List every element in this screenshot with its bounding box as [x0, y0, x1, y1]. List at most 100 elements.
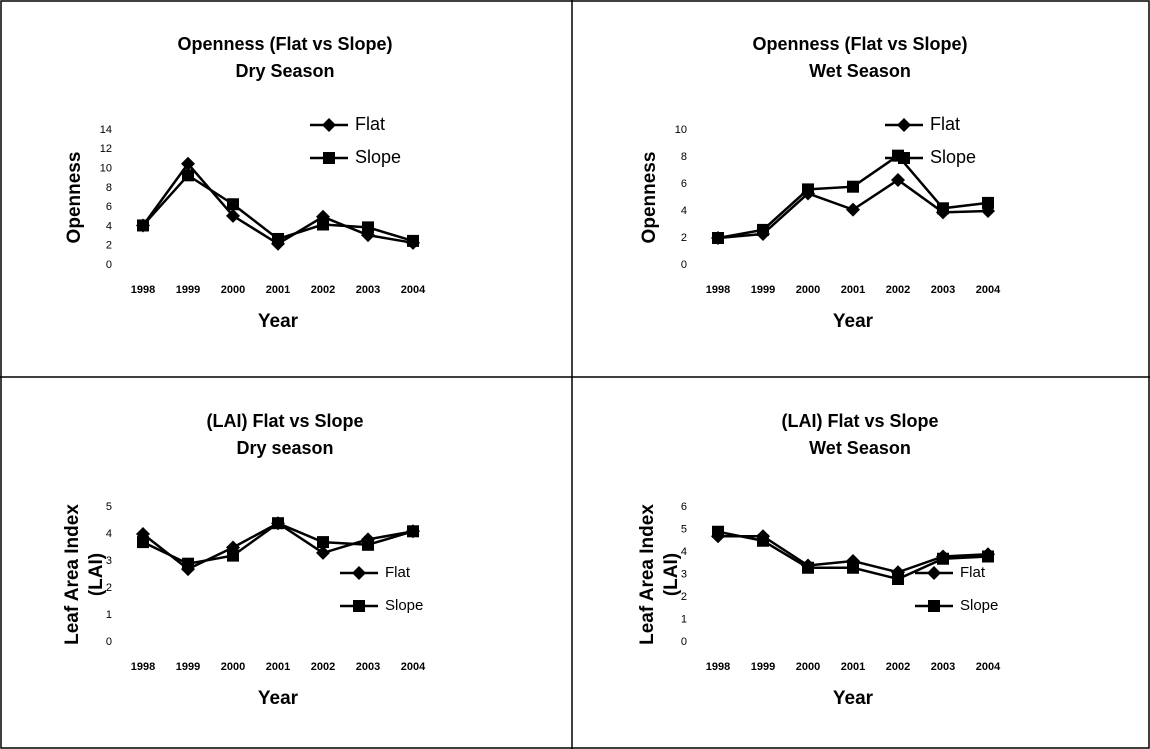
marker	[227, 198, 239, 211]
x-tick-label: 2003	[356, 284, 380, 296]
marker	[137, 536, 149, 549]
marker	[407, 525, 419, 538]
y-tick-label: 0	[106, 259, 112, 271]
y-axis-label: (LAI)	[661, 553, 682, 596]
y-tick-label: 1	[681, 613, 687, 625]
marker	[898, 152, 910, 164]
x-tick-label: 1998	[131, 661, 155, 673]
x-tick-label: 1999	[176, 661, 200, 673]
marker	[846, 202, 860, 217]
legend-label: Slope	[385, 597, 423, 614]
chart-title: Openness (Flat vs Slope)	[177, 34, 392, 54]
y-tick-label: 4	[681, 546, 687, 558]
y-tick-label: 3	[106, 555, 112, 567]
x-tick-label: 2004	[401, 284, 426, 296]
x-tick-label: 2000	[221, 284, 245, 296]
y-axis-label: Openness	[639, 152, 660, 244]
marker	[712, 525, 724, 538]
x-tick-label: 2002	[311, 284, 335, 296]
y-tick-label: 0	[681, 636, 687, 648]
marker	[322, 118, 336, 132]
chart-subtitle: Wet Season	[809, 438, 911, 458]
y-tick-label: 10	[675, 124, 687, 136]
marker	[272, 517, 284, 530]
marker	[802, 183, 814, 196]
y-axis-label: Leaf Area Index	[62, 504, 83, 645]
y-tick-label: 2	[106, 582, 112, 594]
x-tick-label: 2001	[841, 661, 865, 673]
x-tick-label: 2001	[266, 284, 290, 296]
marker	[891, 172, 905, 187]
marker	[227, 549, 239, 562]
x-tick-label: 2004	[976, 284, 1001, 296]
marker	[317, 536, 329, 549]
legend-label: Slope	[355, 147, 401, 167]
legend-label: Flat	[355, 114, 385, 134]
y-tick-label: 5	[681, 523, 687, 535]
x-tick-label: 1999	[751, 661, 775, 673]
y-tick-label: 5	[106, 501, 112, 513]
marker	[323, 152, 335, 164]
marker	[928, 600, 940, 612]
chart-title: (LAI) Flat vs Slope	[781, 411, 938, 431]
x-tick-label: 2000	[796, 284, 820, 296]
legend-label: Flat	[385, 564, 411, 581]
marker	[353, 600, 365, 612]
y-tick-label: 12	[100, 143, 112, 155]
y-tick-label: 6	[106, 201, 112, 213]
marker	[927, 566, 941, 580]
y-axis-label: Leaf Area Index	[637, 504, 658, 645]
x-tick-label: 2000	[796, 661, 820, 673]
marker	[937, 552, 949, 565]
x-tick-label: 2003	[931, 284, 955, 296]
chart-subtitle: Dry season	[236, 438, 333, 458]
x-tick-label: 2002	[886, 284, 910, 296]
x-tick-label: 2004	[976, 661, 1001, 673]
chart-subtitle: Dry Season	[235, 61, 334, 81]
chart-subtitle: Wet Season	[809, 61, 911, 81]
marker	[757, 534, 769, 547]
marker	[272, 232, 284, 245]
x-axis-label: Year	[258, 311, 299, 332]
y-tick-label: 6	[681, 501, 687, 513]
marker	[892, 573, 904, 585]
x-tick-label: 2001	[841, 284, 865, 296]
marker	[352, 566, 366, 580]
x-tick-label: 2002	[311, 661, 335, 673]
marker	[316, 545, 330, 560]
marker	[937, 202, 949, 215]
x-tick-label: 1999	[751, 284, 775, 296]
marker	[137, 219, 149, 232]
x-tick-label: 1998	[131, 284, 155, 296]
x-tick-label: 1998	[706, 661, 730, 673]
x-tick-label: 2001	[266, 661, 290, 673]
x-tick-label: 2003	[931, 661, 955, 673]
marker	[226, 208, 240, 223]
y-tick-label: 2	[106, 240, 112, 252]
y-axis-label: (LAI)	[86, 553, 107, 596]
x-tick-label: 2002	[886, 661, 910, 673]
marker	[982, 196, 994, 209]
x-tick-label: 1998	[706, 284, 730, 296]
x-axis-label: Year	[833, 688, 874, 709]
marker	[847, 561, 859, 574]
marker	[982, 550, 994, 563]
y-tick-label: 6	[681, 178, 687, 190]
y-tick-label: 4	[681, 205, 687, 217]
marker	[712, 232, 724, 244]
marker	[757, 223, 769, 236]
marker	[897, 118, 911, 132]
y-axis-label: Openness	[64, 152, 85, 244]
marker	[181, 156, 195, 171]
y-tick-label: 4	[106, 528, 112, 540]
y-tick-label: 3	[681, 568, 687, 580]
x-axis-label: Year	[258, 688, 299, 709]
y-tick-label: 4	[106, 220, 112, 232]
marker	[802, 561, 814, 574]
x-tick-label: 2000	[221, 661, 245, 673]
marker	[847, 180, 859, 193]
marker	[182, 169, 194, 182]
legend-label: Flat	[930, 114, 960, 134]
